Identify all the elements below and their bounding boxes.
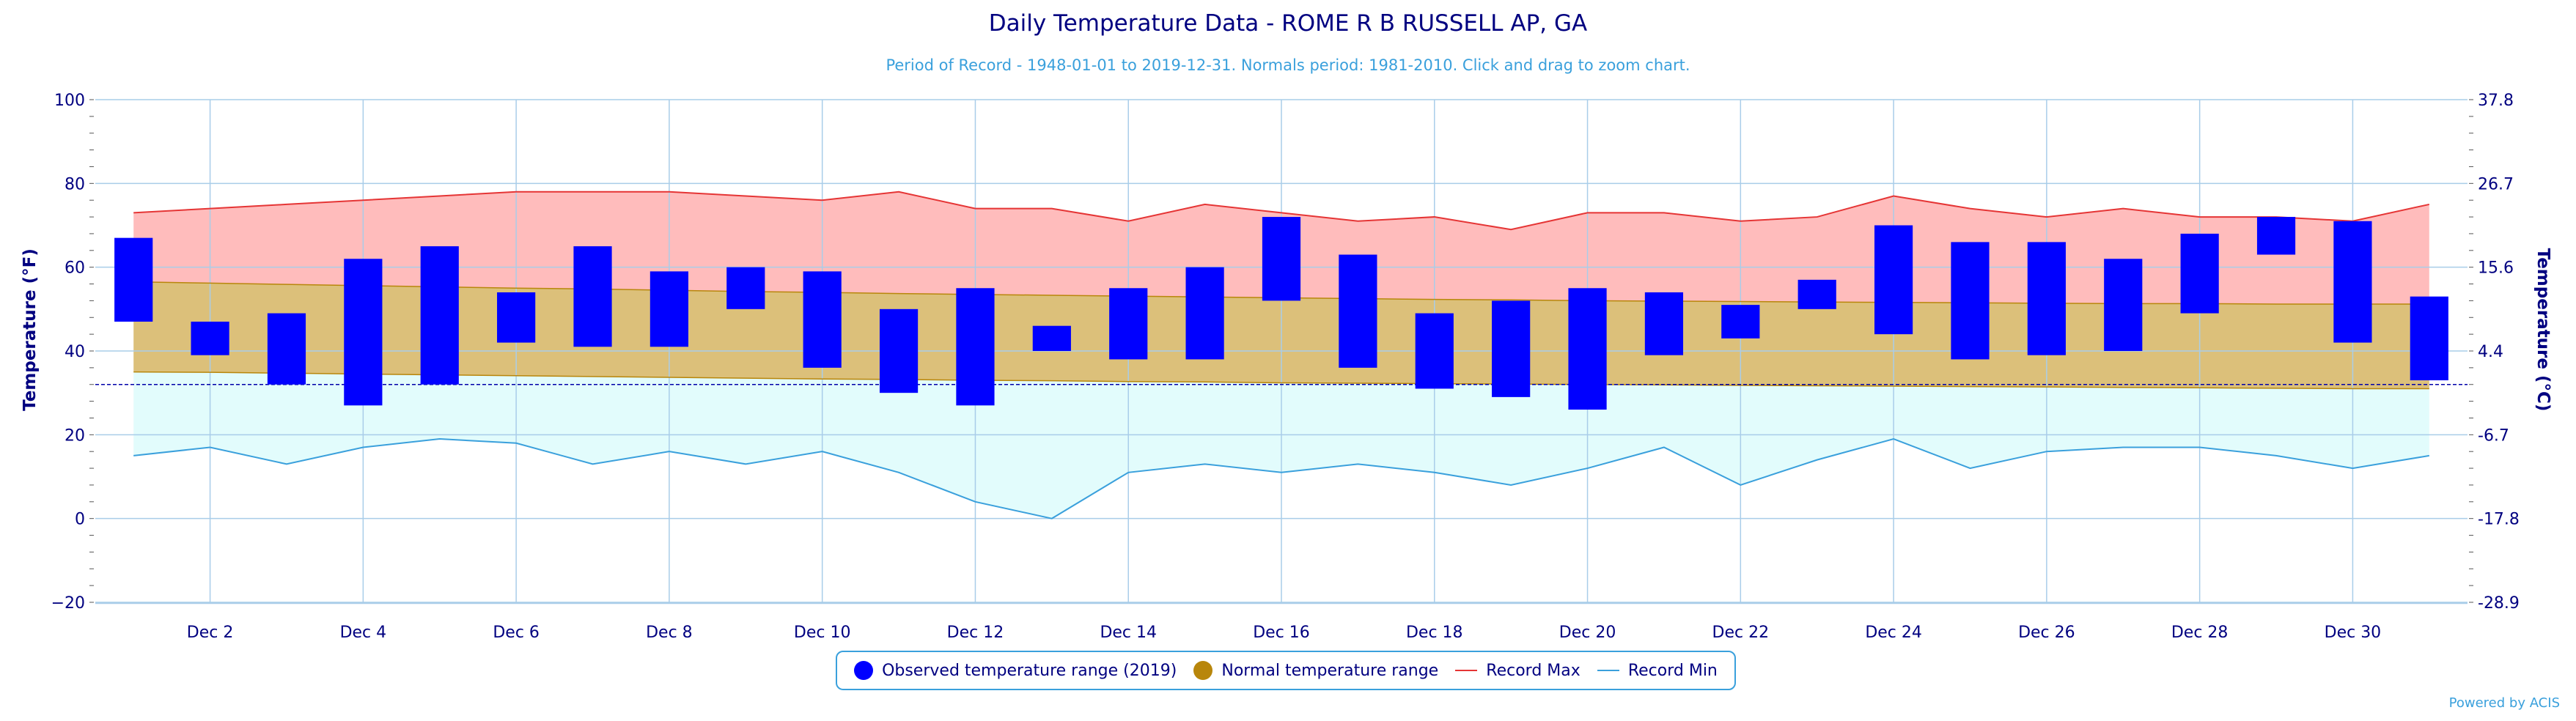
observed-bar [1109, 288, 1148, 360]
observed-bar [573, 246, 612, 347]
legend-label-observed: Observed temperature range (2019) [882, 661, 1177, 680]
observed-bar [2104, 259, 2143, 351]
observed-bar [1568, 288, 1607, 410]
observed-bar [2256, 217, 2296, 255]
legend-label-record-min: Record Min [1627, 661, 1718, 680]
observed-bar [2410, 296, 2448, 381]
observed-bar [649, 271, 688, 347]
observed-bar [2180, 233, 2219, 314]
observed-bar [726, 267, 765, 309]
y-tick-label-left: 40 [65, 343, 85, 361]
observed-bar [956, 288, 995, 406]
x-tick-label: Dec 26 [2018, 624, 2075, 642]
y-tick-label-left: 80 [65, 175, 85, 193]
observed-bar [2333, 221, 2372, 343]
record-min-line [133, 437, 2429, 520]
x-tick-label: Dec 22 [1712, 624, 1770, 642]
x-tick-label: Dec 6 [493, 624, 540, 642]
y-tick-label-right: 4.4 [2478, 343, 2503, 361]
observed-bar [879, 308, 919, 393]
observed-bar [803, 271, 842, 368]
normal-swatch-icon [1193, 661, 1213, 680]
observed-bar [420, 246, 459, 385]
observed-bar [497, 292, 536, 343]
y-tick-label-left: 60 [65, 259, 85, 278]
observed-bar [2027, 242, 2066, 355]
credit-link[interactable]: Powered by ACIS [2448, 695, 2560, 711]
legend: Observed temperature range (2019) Normal… [836, 651, 1736, 690]
observed-bar [1644, 292, 1684, 355]
y-tick-label-right: 37.8 [2478, 92, 2514, 110]
chart-subtitle: Period of Record - 1948-01-01 to 2019-12… [886, 56, 1690, 74]
observed-bar [344, 259, 383, 406]
y-tick-label-right: 26.7 [2478, 175, 2514, 193]
x-tick-label: Dec 8 [646, 624, 693, 642]
y-axis-label-right: Temperature (°C) [2533, 248, 2553, 412]
y-tick-label-left: 20 [65, 426, 85, 445]
x-tick-label: Dec 28 [2171, 624, 2229, 642]
observed-bar [114, 237, 153, 322]
observed-bar [1415, 313, 1454, 389]
observed-bar [191, 321, 229, 355]
observed-bar [1185, 267, 1224, 360]
y-axis-label-left: Temperature (°F) [21, 248, 40, 411]
legend-item-record-max[interactable]: Record Max [1455, 662, 1580, 680]
observed-bar [1721, 305, 1760, 339]
observed-bar [1032, 325, 1071, 351]
x-tick-label: Dec 16 [1253, 624, 1310, 642]
observed-bar [1874, 225, 1913, 335]
observed-swatch-icon [854, 661, 874, 680]
observed-bar [267, 313, 306, 385]
y-tick-label-right: -28.9 [2478, 594, 2520, 613]
x-tick-label: Dec 10 [794, 624, 851, 642]
y-tick-label-left: −20 [51, 594, 85, 613]
legend-item-observed[interactable]: Observed temperature range (2019) [854, 661, 1177, 680]
x-tick-label: Dec 4 [340, 624, 387, 642]
y-tick-label-left: 100 [54, 92, 85, 110]
record-min-swatch-icon [1597, 670, 1619, 671]
legend-item-record-min[interactable]: Record Min [1597, 662, 1718, 680]
normal-low-line [133, 371, 2429, 390]
x-tick-label: Dec 30 [2325, 624, 2382, 642]
observed-bar [1951, 242, 1990, 360]
observed-bar [1339, 254, 1377, 368]
legend-item-normal[interactable]: Normal temperature range [1193, 661, 1438, 680]
y-tick-label-right: -17.8 [2478, 511, 2520, 529]
x-tick-label: Dec 2 [187, 624, 234, 642]
y-tick-label-right: -6.7 [2478, 426, 2509, 445]
x-tick-label: Dec 12 [947, 624, 1004, 642]
chart-title: Daily Temperature Data - ROME R B RUSSEL… [989, 10, 1587, 37]
x-tick-label: Dec 14 [1100, 624, 1157, 642]
legend-label-record-max: Record Max [1486, 661, 1580, 680]
observed-bar [1797, 279, 1836, 309]
record-max-swatch-icon [1455, 670, 1478, 671]
y-tick-label-left: 0 [75, 511, 85, 529]
record-max-line [133, 191, 2430, 231]
observed-bar [1262, 217, 1301, 301]
x-tick-label: Dec 20 [1559, 624, 1616, 642]
x-tick-label: Dec 24 [1865, 624, 1922, 642]
legend-label-normal: Normal temperature range [1221, 661, 1439, 680]
x-tick-label: Dec 18 [1406, 624, 1463, 642]
y-tick-label-right: 15.6 [2478, 259, 2514, 278]
observed-bar [1492, 300, 1531, 397]
plot-area: 100 37.8 80 26.7 60 15.6 40 4.4 20 -6.7 0 -17.8 −20 -… [51, 92, 2520, 642]
